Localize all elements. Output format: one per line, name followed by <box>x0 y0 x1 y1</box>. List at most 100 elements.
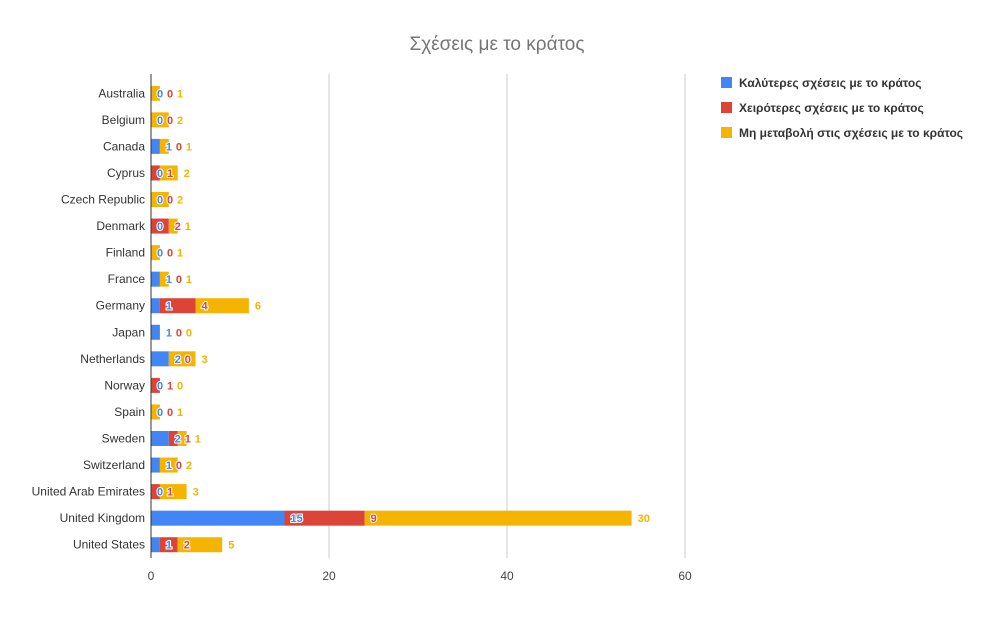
bar-segment <box>151 431 169 446</box>
data-label: 1 <box>167 168 173 180</box>
bar-segment <box>151 218 169 234</box>
data-label: 0 <box>167 407 173 419</box>
data-label: 1 <box>166 327 172 339</box>
bar-segment <box>168 351 196 367</box>
bar-segment <box>168 218 178 234</box>
data-label: 2 <box>175 354 181 366</box>
category-label: Spain <box>114 405 145 419</box>
data-label: 1 <box>185 221 191 233</box>
category-label: Cyprus <box>107 166 145 180</box>
bar-segment <box>151 457 160 473</box>
data-label: 0 <box>167 88 173 100</box>
data-label: 0 <box>157 487 163 499</box>
bar-segment <box>195 298 249 314</box>
bar-segment <box>151 112 169 128</box>
category-label: Norway <box>104 378 145 392</box>
data-label: 0 <box>157 407 163 419</box>
bar-segment <box>159 457 178 473</box>
data-label: 0 <box>186 327 192 339</box>
data-label: 9 <box>371 513 377 525</box>
category-label: Belgium <box>102 113 145 127</box>
bar-segment <box>151 85 160 101</box>
x-tick-label: 60 <box>678 569 692 583</box>
data-label: 6 <box>255 301 261 313</box>
bar-segment <box>151 377 160 393</box>
data-label: 2 <box>175 434 181 446</box>
bar-segment <box>159 165 178 181</box>
category-label: Switzerland <box>83 458 145 472</box>
bar-segment <box>151 192 169 207</box>
data-label: 2 <box>184 540 190 552</box>
bar-segment <box>168 431 178 446</box>
data-label: 0 <box>176 327 182 339</box>
legend-label: Χειρότερες σχέσεις με το κράτος <box>739 101 924 115</box>
bar-segment <box>159 271 169 287</box>
data-label: 0 <box>167 248 173 260</box>
data-label: 1 <box>185 434 191 446</box>
data-label: 0 <box>157 195 163 207</box>
category-label: Netherlands <box>80 352 145 366</box>
data-label: 0 <box>167 115 173 127</box>
category-label: Czech Republic <box>61 193 145 207</box>
category-label: United Kingdom <box>60 511 145 525</box>
bar-segment <box>151 138 160 154</box>
data-label: 1 <box>177 88 183 100</box>
bar-segment <box>159 138 169 154</box>
category-label: Canada <box>103 139 145 153</box>
bar-segment <box>151 271 160 287</box>
x-tick-label: 40 <box>500 569 514 583</box>
legend-label: Καλύτερες σχέσεις με το κράτος <box>739 76 921 90</box>
bar-segment <box>284 510 365 526</box>
category-label: Germany <box>96 299 145 313</box>
data-label: 4 <box>202 301 209 313</box>
legend-label: Μη μεταβολή στις σχέσεις με το κράτος <box>739 126 963 140</box>
data-label: 1 <box>166 274 172 286</box>
data-label: 1 <box>166 141 172 153</box>
data-label: 1 <box>167 487 173 499</box>
bars <box>151 85 632 553</box>
category-label: Sweden <box>102 432 145 446</box>
data-label: 1 <box>177 248 183 260</box>
bar-segment <box>151 484 160 500</box>
data-label: 3 <box>193 487 199 499</box>
bar-segment <box>151 298 160 314</box>
data-label: 30 <box>638 513 650 525</box>
category-label: United Arab Emirates <box>32 485 145 499</box>
data-label: 1 <box>167 380 173 392</box>
bar-segment <box>151 351 169 367</box>
data-label: 0 <box>157 168 163 180</box>
legend: Καλύτερες σχέσεις με το κράτος Χειρότερες… <box>721 76 963 140</box>
legend-swatch <box>721 102 732 113</box>
data-label: 0 <box>157 248 163 260</box>
data-label: 2 <box>186 460 192 472</box>
bar-segment <box>151 537 160 553</box>
category-label: Denmark <box>96 219 146 233</box>
bar-segment <box>151 165 160 181</box>
data-label: 1 <box>186 141 192 153</box>
bar-segment <box>177 431 187 446</box>
data-label: 3 <box>202 354 208 366</box>
category-label: France <box>108 272 146 286</box>
category-labels: Australia Belgium Canada Cyprus Czech Republ… <box>32 86 146 551</box>
gridlines <box>328 74 686 558</box>
data-label: 2 <box>184 168 190 180</box>
bar-segment <box>151 324 160 340</box>
bar-segment <box>364 510 632 526</box>
data-label: 0 <box>157 380 163 392</box>
data-label: 0 <box>157 88 163 100</box>
bar-segment <box>177 537 223 553</box>
data-label: 1 <box>166 301 172 313</box>
data-labels: 0 0 10 0 21 0 10 1 20 0 20 2 10 0 11 0 11 4 61 0 02 0 30 1 00 0 12… <box>156 87 651 552</box>
category-label: Australia <box>98 86 145 100</box>
bar-segment <box>151 404 160 420</box>
chart-title: Σχέσεις με το κράτος <box>409 34 584 55</box>
data-label: 1 <box>166 540 172 552</box>
bar-segment <box>159 298 196 314</box>
data-label: 0 <box>157 115 163 127</box>
data-label: 1 <box>195 434 201 446</box>
bar-segment <box>151 510 285 526</box>
legend-swatch <box>721 127 732 138</box>
legend-swatch <box>721 77 732 88</box>
